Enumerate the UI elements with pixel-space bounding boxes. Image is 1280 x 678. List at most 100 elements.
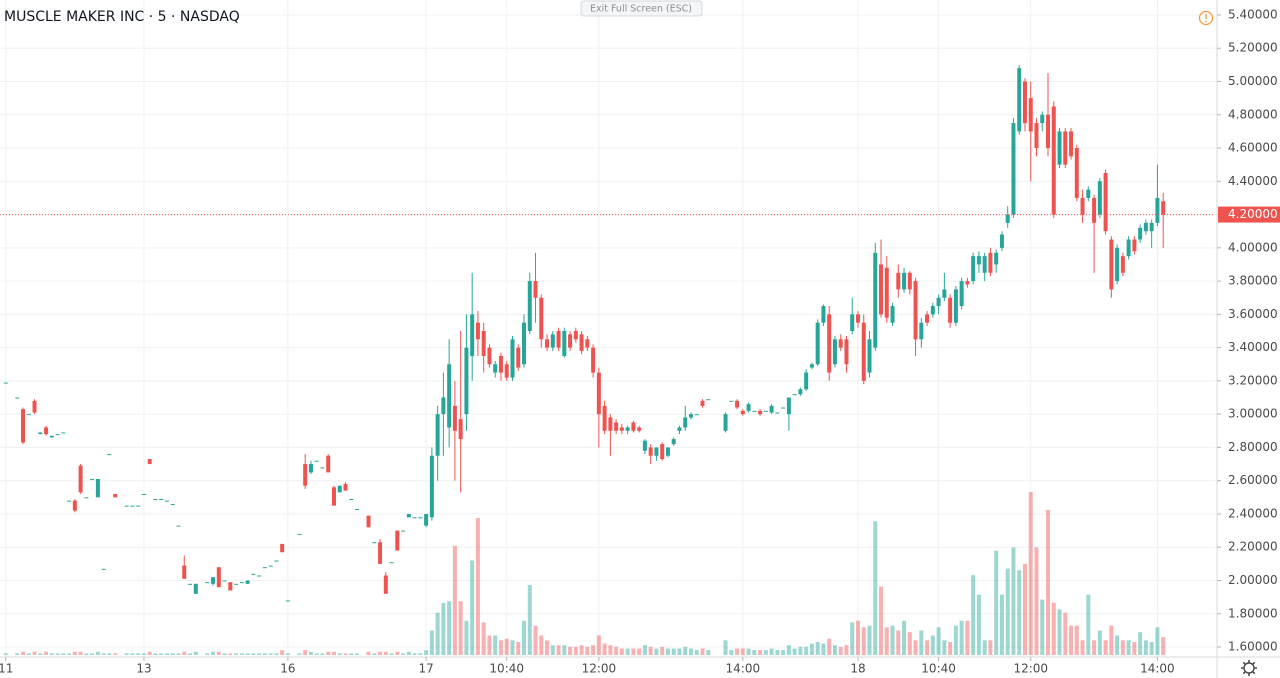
candle-body	[694, 414, 699, 416]
volume-bar	[268, 653, 273, 655]
icon-dot[interactable]	[1205, 20, 1207, 23]
candle-body	[487, 347, 492, 365]
volume-bar	[907, 632, 912, 655]
candle-body	[1074, 148, 1079, 198]
candle-body	[953, 289, 958, 323]
volume-bar	[239, 653, 244, 655]
candle-body	[763, 410, 768, 412]
exit-fullscreen-button[interactable]: Exit Full Screen (ESC)	[580, 0, 703, 17]
candle-body	[665, 447, 670, 456]
volume-bar	[999, 594, 1004, 655]
volume-bar	[861, 627, 866, 655]
volume-bar	[228, 653, 233, 655]
y-tick-label: 4.00000	[1228, 240, 1278, 254]
x-tick-label: 13	[136, 662, 151, 676]
volume-bar	[1120, 640, 1125, 655]
candle-body	[562, 330, 567, 356]
volume-bar	[688, 648, 693, 655]
candle-body	[481, 330, 486, 356]
y-tick-label: 4.80000	[1228, 107, 1278, 121]
candle-body	[688, 414, 693, 418]
candle-body	[792, 394, 797, 396]
volume-bar	[1132, 641, 1137, 655]
volume-bar	[308, 651, 313, 655]
volume-bar	[49, 653, 54, 655]
candle-body	[867, 339, 872, 373]
volume-bar	[107, 653, 112, 655]
candle-body	[1138, 227, 1143, 240]
candle-body	[735, 400, 740, 408]
candle-body	[1040, 114, 1045, 124]
volume-bar	[976, 594, 981, 655]
volume-bar	[84, 653, 89, 655]
volume-bar	[775, 650, 780, 655]
volume-bar	[735, 648, 740, 655]
candle-body	[141, 493, 146, 495]
candle-body	[475, 322, 480, 340]
volume-bar	[320, 653, 325, 655]
candle-body	[516, 347, 521, 368]
volume-bar	[314, 653, 319, 655]
volume-bar	[936, 627, 941, 655]
volume-bar	[26, 653, 31, 655]
gear-teeth[interactable]	[1241, 660, 1257, 676]
button-frame[interactable]	[580, 0, 703, 17]
volume-bar	[95, 651, 100, 655]
candle-body	[320, 467, 325, 469]
volume-bar	[1149, 641, 1154, 655]
volume-bar	[297, 653, 302, 655]
button-label[interactable]: Exit Full Screen (ESC)	[590, 4, 692, 15]
volume-bar	[1115, 635, 1120, 655]
volume-bar	[804, 646, 809, 655]
candle-body	[752, 410, 757, 412]
candle-body	[147, 459, 152, 465]
y-tick-label: 4.60000	[1228, 141, 1278, 155]
volume-bar	[1097, 630, 1102, 655]
settings-icon[interactable]	[1241, 660, 1257, 676]
candle-body	[418, 517, 423, 519]
volume-bar	[700, 648, 705, 655]
candle-body	[631, 422, 636, 431]
volume-bar	[343, 653, 348, 655]
volume-bar	[130, 653, 135, 655]
candle-body	[602, 405, 607, 431]
volume-bar	[1155, 627, 1160, 655]
candle-body	[1103, 172, 1108, 232]
candle-body	[211, 577, 216, 584]
candle-body	[78, 465, 83, 493]
candle-body	[522, 322, 527, 365]
volume-bar	[136, 653, 141, 655]
volume-bar	[205, 653, 210, 655]
candle-body	[1120, 256, 1125, 273]
x-tick-label: 10:40	[489, 662, 524, 676]
volume-bar	[769, 648, 774, 655]
warning-icon[interactable]	[1198, 10, 1214, 26]
candle-body	[965, 281, 970, 285]
candle-body	[982, 256, 987, 273]
volume-bar	[113, 653, 118, 655]
volume-bar	[873, 521, 878, 655]
candle-body	[355, 508, 360, 510]
volume-bar	[844, 645, 849, 655]
volume-bar	[280, 650, 285, 655]
volume-bar	[953, 625, 958, 655]
candle-body	[1069, 131, 1074, 157]
volume-bar	[832, 645, 837, 655]
volume-bar	[124, 653, 129, 655]
candle-body	[994, 252, 999, 265]
icon-ring[interactable]	[1198, 10, 1214, 26]
volume-bar	[694, 650, 699, 655]
volume-bar	[913, 640, 918, 655]
volume-bar	[890, 625, 895, 655]
candle-body	[838, 339, 843, 348]
volume-bar	[504, 638, 509, 655]
volume-bar	[1074, 625, 1079, 655]
candle-body	[625, 427, 630, 431]
candle-body	[608, 417, 613, 431]
y-tick-label: 4.40000	[1228, 174, 1278, 188]
volume-bar	[176, 653, 181, 655]
volume-bar	[188, 653, 193, 655]
volume-bar	[216, 651, 221, 655]
